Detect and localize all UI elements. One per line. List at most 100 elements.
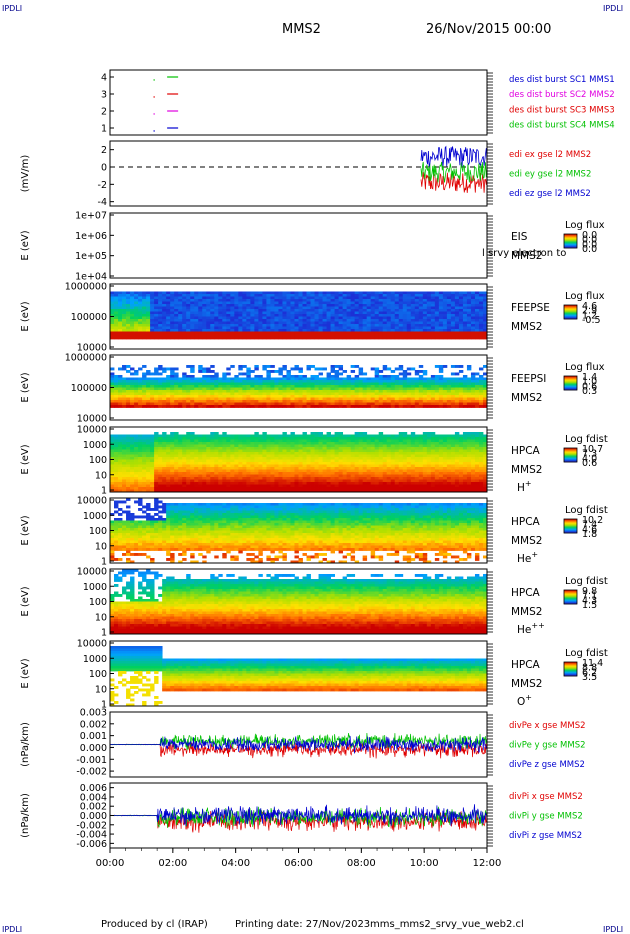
feepse-spectrogram-cell [122,321,127,325]
feepse-spectrogram-cell [258,316,263,320]
feepsi-spectrogram-cell [210,402,215,406]
feepsi-spectrogram-cell [430,405,436,408]
hpca_h-spectrogram-cell [198,464,203,468]
hpca_h-spectrogram-cell [358,479,364,483]
feepsi-spectrogram-cell [314,387,319,391]
hpca_h-spectrogram-cell [182,489,187,493]
feepsi-spectrogram-cell [158,390,163,393]
hpca_h-spectrogram-cell [190,454,195,458]
feepse-spectrogram-cell [242,309,247,312]
feepse-spectrogram-cell [314,296,319,300]
hpca_h-spectrogram-cell [254,474,259,478]
feepse-spectrogram-cell [358,326,364,330]
feepse-spectrogram-cell [286,331,291,335]
feepse-spectrogram-cell [298,309,303,312]
feepse-spectrogram-cell [414,329,420,332]
feepsi-spectrogram-cell [330,392,335,396]
feepse-spectrogram-cell [274,309,279,312]
hpca_h-spectrogram-cell [242,444,247,448]
feepse-spectrogram-cell [422,304,428,307]
feepse-spectrogram-cell [242,331,247,335]
feepse-spectrogram-cell [258,306,263,310]
feepse-spectrogram-cell [122,294,127,297]
hpca_h-spectrogram-cell [162,457,167,460]
feepsi-ytick-label: 100000 [71,383,107,394]
feepsi-spectrogram-cell [398,397,404,401]
feepsi-spectrogram-cell [226,377,231,381]
feepsi-spectrogram-cell [342,392,348,396]
eis-ytick-label: 1e+07 [75,211,107,222]
feepse-spectrogram-cell [474,309,480,312]
feepse-spectrogram-cell [406,331,412,335]
feepsi-spectrogram-cell [270,387,275,391]
feepsi-spectrogram-cell [174,400,179,403]
feepsi-spectrogram-cell [346,377,352,381]
hpca_h-spectrogram-cell [286,469,291,473]
feepse-spectrogram-cell [398,311,404,315]
hpca_h-spectrogram-cell [206,462,211,465]
hpca_h-spectrogram-cell [346,442,352,445]
feepsi-spectrogram-cell [110,377,115,381]
feepse-spectrogram-cell [374,321,380,325]
hpca_h-spectrogram-cell [174,459,179,463]
feepsi-spectrogram-cell [250,400,255,403]
feepse-spectrogram-cell [254,324,259,327]
hpca_h-spectrogram-cell [290,457,295,460]
feepse-spectrogram-cell [234,321,239,325]
hpca_h-spectrogram-cell [238,452,243,455]
feepsi-spectrogram-cell [474,397,480,401]
hpca_h-spectrogram-cell [146,489,151,493]
hpca_h-spectrogram-cell [142,462,147,465]
feepsi-spectrogram-cell [450,402,456,406]
feepsi-spectrogram-cell [166,392,171,396]
hpca_h-spectrogram-cell [134,464,139,468]
hpca_h-spectrogram-cell [306,477,311,480]
feepse-spectrogram-cell [242,296,247,300]
feepse-spectrogram-cell [134,329,139,332]
feepsi-spectrogram-cell [458,392,464,396]
feepsi-spectrogram-cell [318,367,323,371]
feepse-spectrogram-cell [238,314,243,317]
hpca_h-spectrogram-cell [362,447,368,450]
hpca_h-spectrogram-cell [194,434,199,438]
hpca_h-spectrogram-cell [278,477,283,480]
feepse-spectrogram-cell [182,301,187,305]
hpca_h-spectrogram-cell [338,472,344,475]
feepsi-spectrogram-cell [318,400,323,403]
hpca_h-spectrogram-cell [186,479,191,483]
feepse-spectrogram-cell [114,294,119,297]
feepse-spectrogram-cell [250,301,255,305]
feepse-spectrogram-cell [274,324,279,327]
hpca_h-spectrogram-cell [370,489,376,493]
feepse-spectrogram-cell [142,291,147,295]
feepse-spectrogram-cell [298,299,303,302]
hpca_h-spectrogram-cell [150,469,155,473]
feepsi-spectrogram-cell [234,390,239,393]
feepse-spectrogram-cell [474,321,480,325]
feepsi-spectrogram-cell [134,392,139,396]
feepse-spectrogram-cell [290,301,295,305]
hpca_h-spectrogram-cell [358,432,364,435]
feepse-spectrogram-cell [334,321,340,325]
feepsi-spectrogram-cell [422,387,428,391]
hpca_h-spectrogram-cell [270,472,275,475]
feepse-spectrogram-cell [278,296,283,300]
hpca_h-spectrogram-cell [222,482,227,485]
feepsi-spectrogram-cell [442,392,448,396]
feepsi-spectrogram-cell [306,377,311,381]
hpca_h-spectrogram-cell [306,442,311,445]
hpca_h-spectrogram-cell [222,489,227,493]
hpca_h-spectrogram-cell [218,459,223,463]
feepse-spectrogram-cell [322,331,327,335]
feepse-spectrogram-cell [326,319,331,322]
feepse-spectrogram-cell [458,326,464,330]
feepsi-spectrogram-cell [418,392,424,396]
feepse-ytick-label: 10000 [77,343,107,354]
hpca_h-spectrogram-cell [142,457,147,460]
hpca_h-spectrogram-cell [310,437,315,440]
feepsi-spectrogram-cell [478,397,484,401]
feepsi-spectrogram-cell [282,382,287,386]
feepsi-spectrogram-cell [270,370,275,373]
feepse-spectrogram-cell [442,294,448,297]
feepsi-spectrogram-cell [214,380,219,383]
